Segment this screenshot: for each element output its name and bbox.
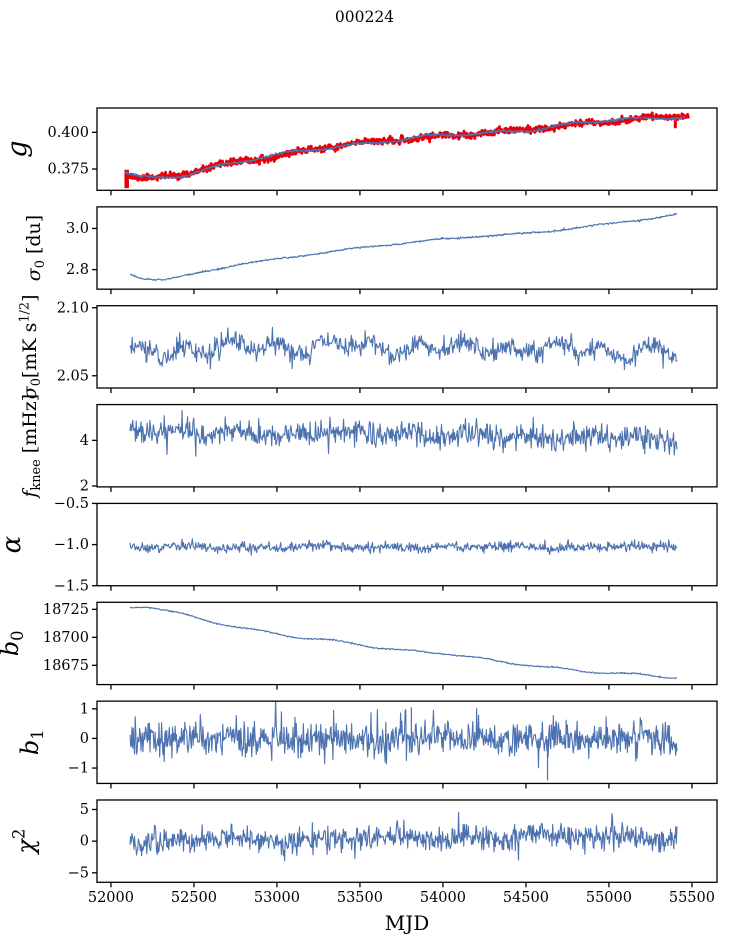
series-b1-line [129,701,678,769]
series-sigma0-mks-line [129,326,678,371]
y-tick-label: 0.400 [47,125,89,141]
y-tick-label: 18700 [43,630,89,646]
panel-b1: 1 0 −1 b1 [16,700,718,789]
x-tick-label: 52000 [88,890,134,906]
y-tick-label: 2.8 [66,262,89,278]
y-axis-title-sigma0-mks: σ0[mK s1/2] [17,294,43,399]
panel-g-plot-area [124,111,690,189]
x-tick-label: 53500 [337,890,383,906]
series-sigma0-du-line [129,212,678,282]
y-tick-label: −1 [68,761,89,777]
y-tick-label: 0 [80,834,89,850]
panel-fknee-plot-area [129,409,678,457]
panel-fknee-frame [96,403,718,488]
x-tick-label: 55000 [586,890,632,906]
panel-fknee: 4 2 fknee [mHz] [19,394,718,500]
figure-title: 000224 [334,8,395,26]
y-axis-title-sigma0-du: σ0 [du] [23,215,48,281]
y-axis-title-alpha: α [0,535,27,553]
panel-sigma0-du-plot-area [129,212,678,282]
x-axis-title: MJD [384,911,430,935]
panel-sigma0-du-frame [96,206,718,290]
panel-b0-plot-area [129,606,678,680]
y-axis-title-g: g [2,141,33,158]
y-tick-label: 18675 [43,658,89,674]
panel-sigma0-mks: 2.10 2.05 σ0[mK s1/2] [17,294,718,399]
panel-sigma0-mks-frame [96,305,718,389]
y-tick-label: 2.05 [57,368,89,384]
panel-b1-frame [96,700,718,785]
y-axis-title-fknee: fknee [mHz] [19,394,44,500]
panel-sigma0-du: 3.0 2.8 σ0 [du] [23,206,718,295]
series-chi2-line [129,811,678,862]
y-tick-label: 5 [80,802,89,818]
x-tick-label: 53000 [254,890,300,906]
series-fknee-line [129,409,678,457]
x-tick-label: 55500 [669,890,715,906]
panel-g-frame [96,107,718,191]
y-tick-label: 4 [80,433,89,449]
y-tick-label: 1 [80,701,89,717]
y-tick-label: 2.10 [57,300,89,316]
series-gain-raw [124,111,690,182]
panel-chi2-plot-area [129,811,678,862]
y-axis-title-b0: b0 [0,631,27,657]
panel-b1-plot-area [129,701,678,781]
y-axis-title-b1: b1 [16,729,47,755]
panel-alpha: −0.5 −1.0 −1.5 α [0,496,718,594]
series-alpha-line [129,538,678,556]
y-tick-label: −1.5 [54,578,89,594]
y-tick-label: 3.0 [66,221,89,237]
series-b0-line [129,606,678,680]
panel-sigma0-mks-plot-area [129,326,678,371]
panel-alpha-plot-area [129,538,678,556]
panel-b0: 18725 18700 18675 b0 [0,601,718,690]
y-tick-label: −1.0 [54,537,89,553]
y-tick-label: 0 [80,731,89,747]
x-tick-label: 54500 [503,890,549,906]
y-axis-title-chi2: χ2 [9,829,40,856]
panel-b0-frame [96,601,718,686]
panel-g: 0.400 0.375 g [2,107,718,196]
y-tick-label: −0.5 [54,496,89,512]
series-gain-smoothed [124,115,686,180]
y-tick-label: 18725 [43,602,89,618]
x-tick-label: 52500 [171,890,217,906]
panel-chi2: 5 0 −5 52000 52500 53000 53500 54000 54500 55000 5… [9,799,718,906]
y-tick-label: 0.375 [47,162,89,178]
y-tick-label: −5 [68,865,89,881]
y-tick-label: 2 [80,479,89,495]
x-tick-label: 54000 [420,890,466,906]
